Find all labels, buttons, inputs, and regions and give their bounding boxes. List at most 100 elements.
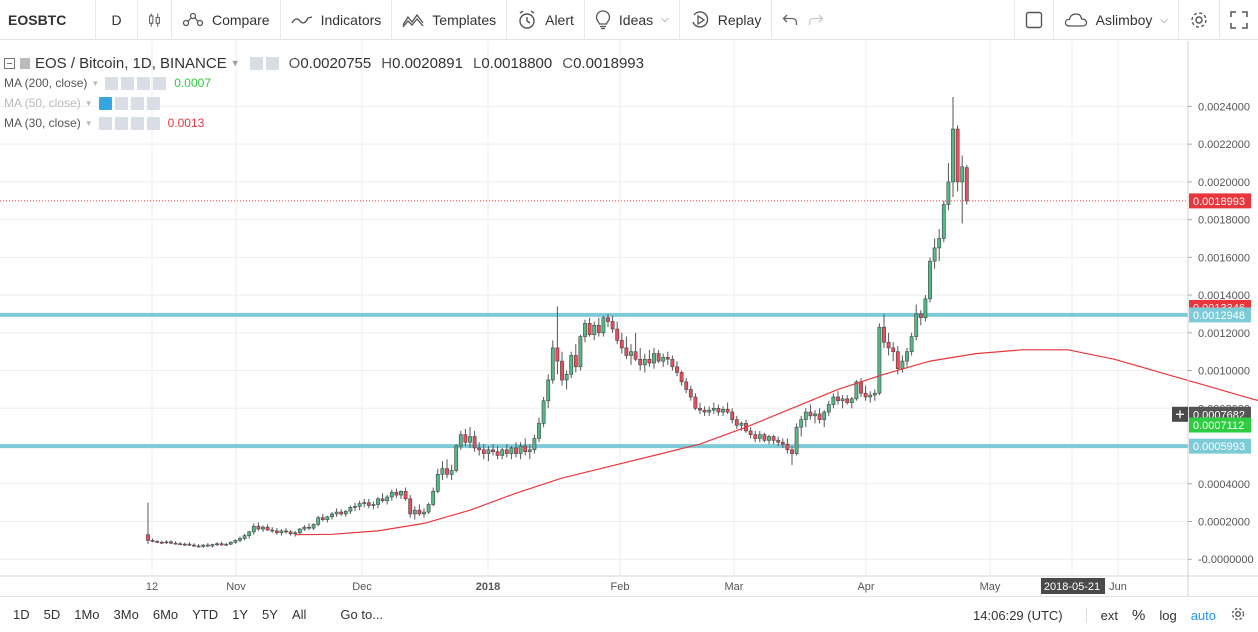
- settings-icon[interactable]: [114, 96, 128, 110]
- range-button[interactable]: 6Mo: [152, 607, 179, 622]
- settings-icon[interactable]: [265, 56, 279, 70]
- candle-body: [481, 449, 486, 454]
- auto-toggle[interactable]: auto: [1190, 607, 1216, 623]
- goto-button[interactable]: Go to...: [340, 607, 384, 622]
- toolbar-right: Aslimboy ⌵: [1013, 0, 1258, 40]
- range-button[interactable]: 1D: [13, 607, 30, 622]
- undo-button[interactable]: [772, 0, 808, 40]
- candle-body: [951, 128, 955, 183]
- close-icon[interactable]: [146, 116, 160, 130]
- eye-icon[interactable]: [98, 116, 112, 130]
- candle: [725, 402, 730, 414]
- ma30-label: MA (30, close): [4, 116, 81, 130]
- candle: [564, 370, 569, 390]
- candle-body: [785, 443, 790, 451]
- add-icon[interactable]: [130, 116, 144, 130]
- candle-body: [537, 423, 541, 439]
- chart-style-button[interactable]: [138, 0, 172, 40]
- axis-settings-button[interactable]: [1223, 606, 1258, 625]
- crosshair-date-label: 2018-05-21: [1044, 581, 1100, 593]
- candle-body: [357, 503, 362, 507]
- close-icon[interactable]: [146, 96, 160, 110]
- range-button[interactable]: 5D: [43, 607, 61, 622]
- candle: [550, 340, 555, 384]
- candle-body: [385, 496, 390, 502]
- range-button[interactable]: 3Mo: [113, 607, 139, 622]
- candle-body: [435, 474, 440, 492]
- candle-body: [449, 470, 454, 475]
- candle: [348, 505, 353, 514]
- candle-body: [458, 434, 463, 447]
- ext-toggle[interactable]: ext: [1085, 607, 1125, 623]
- chevron-down-icon[interactable]: ▼: [230, 58, 240, 68]
- eye-icon[interactable]: [105, 76, 119, 90]
- fullscreen-icon: [1230, 11, 1248, 29]
- flag-icon: [20, 57, 30, 69]
- eye-icon[interactable]: [249, 56, 263, 70]
- candle-body: [955, 128, 960, 183]
- candle: [353, 502, 357, 512]
- candle: [279, 529, 284, 536]
- alarm-clock-icon: [519, 9, 535, 29]
- candle: [385, 495, 390, 505]
- add-icon[interactable]: [130, 96, 144, 110]
- ideas-button[interactable]: Ideas ⌵: [585, 0, 680, 40]
- candle: [343, 510, 348, 517]
- ma30-value: 0.0013: [167, 116, 205, 130]
- settings-icon[interactable]: [121, 76, 135, 90]
- percent-toggle[interactable]: %: [1131, 606, 1146, 624]
- x-tick-label: Nov: [226, 581, 246, 593]
- redo-button[interactable]: [808, 0, 834, 40]
- candle: [776, 436, 781, 447]
- candle: [606, 313, 610, 328]
- chevron-down-icon[interactable]: ▼: [91, 78, 100, 88]
- ma200-value: 0.0007: [174, 76, 211, 90]
- y-tick-label: 0.0016000: [1198, 252, 1250, 264]
- x-tick-label: May: [980, 581, 1001, 593]
- range-button[interactable]: 1Mo: [74, 607, 100, 622]
- templates-button[interactable]: Templates: [392, 0, 508, 40]
- candle-body: [790, 449, 794, 454]
- candle-body: [886, 341, 891, 349]
- interval-button[interactable]: D: [96, 0, 138, 40]
- templates-label: Templates: [432, 11, 497, 28]
- chevron-down-icon[interactable]: ▼: [84, 98, 93, 108]
- candle-body: [274, 530, 279, 534]
- candle: [780, 438, 785, 448]
- candle-body: [205, 544, 210, 547]
- layout-button[interactable]: [1013, 0, 1054, 40]
- candle: [270, 527, 275, 533]
- candle-body: [348, 507, 353, 512]
- collapse-legend-icon[interactable]: [4, 57, 15, 69]
- range-button[interactable]: YTD: [192, 607, 219, 622]
- range-button[interactable]: 5Y: [262, 607, 278, 622]
- close-icon[interactable]: [153, 76, 167, 90]
- candle-body: [366, 502, 371, 506]
- eye-icon[interactable]: [98, 96, 112, 110]
- indicators-button[interactable]: Indicators: [281, 0, 393, 40]
- chevron-down-icon[interactable]: ▼: [84, 118, 93, 128]
- log-toggle[interactable]: log: [1159, 607, 1177, 623]
- replay-button[interactable]: Replay: [680, 0, 773, 40]
- range-button[interactable]: 1Y: [232, 607, 249, 622]
- fullscreen-button[interactable]: [1220, 0, 1258, 40]
- price-label-text: 0.0007112: [1193, 420, 1244, 432]
- settings-button[interactable]: [1179, 0, 1220, 40]
- cloud-layout-button[interactable]: Aslimboy ⌵: [1054, 0, 1179, 40]
- moving-averages: [295, 349, 1258, 536]
- clock[interactable]: 14:06:29 (UTC): [973, 607, 1063, 623]
- add-icon[interactable]: [137, 76, 151, 90]
- alert-button[interactable]: Alert: [507, 0, 585, 40]
- symbol-search[interactable]: EOSBTC: [0, 0, 96, 40]
- candle-body: [753, 434, 758, 439]
- candle: [196, 544, 201, 548]
- range-button[interactable]: All: [291, 607, 307, 622]
- candle: [265, 524, 270, 531]
- candle-body: [546, 379, 551, 402]
- candle: [923, 295, 928, 322]
- settings-icon[interactable]: [114, 116, 128, 130]
- ma50-legend: MA (50, close) ▼: [4, 93, 644, 113]
- candle-body: [486, 449, 491, 454]
- price-chart[interactable]: 0.00240000.00220000.00200000.00180000.00…: [0, 41, 1258, 596]
- compare-button[interactable]: Compare: [172, 0, 281, 40]
